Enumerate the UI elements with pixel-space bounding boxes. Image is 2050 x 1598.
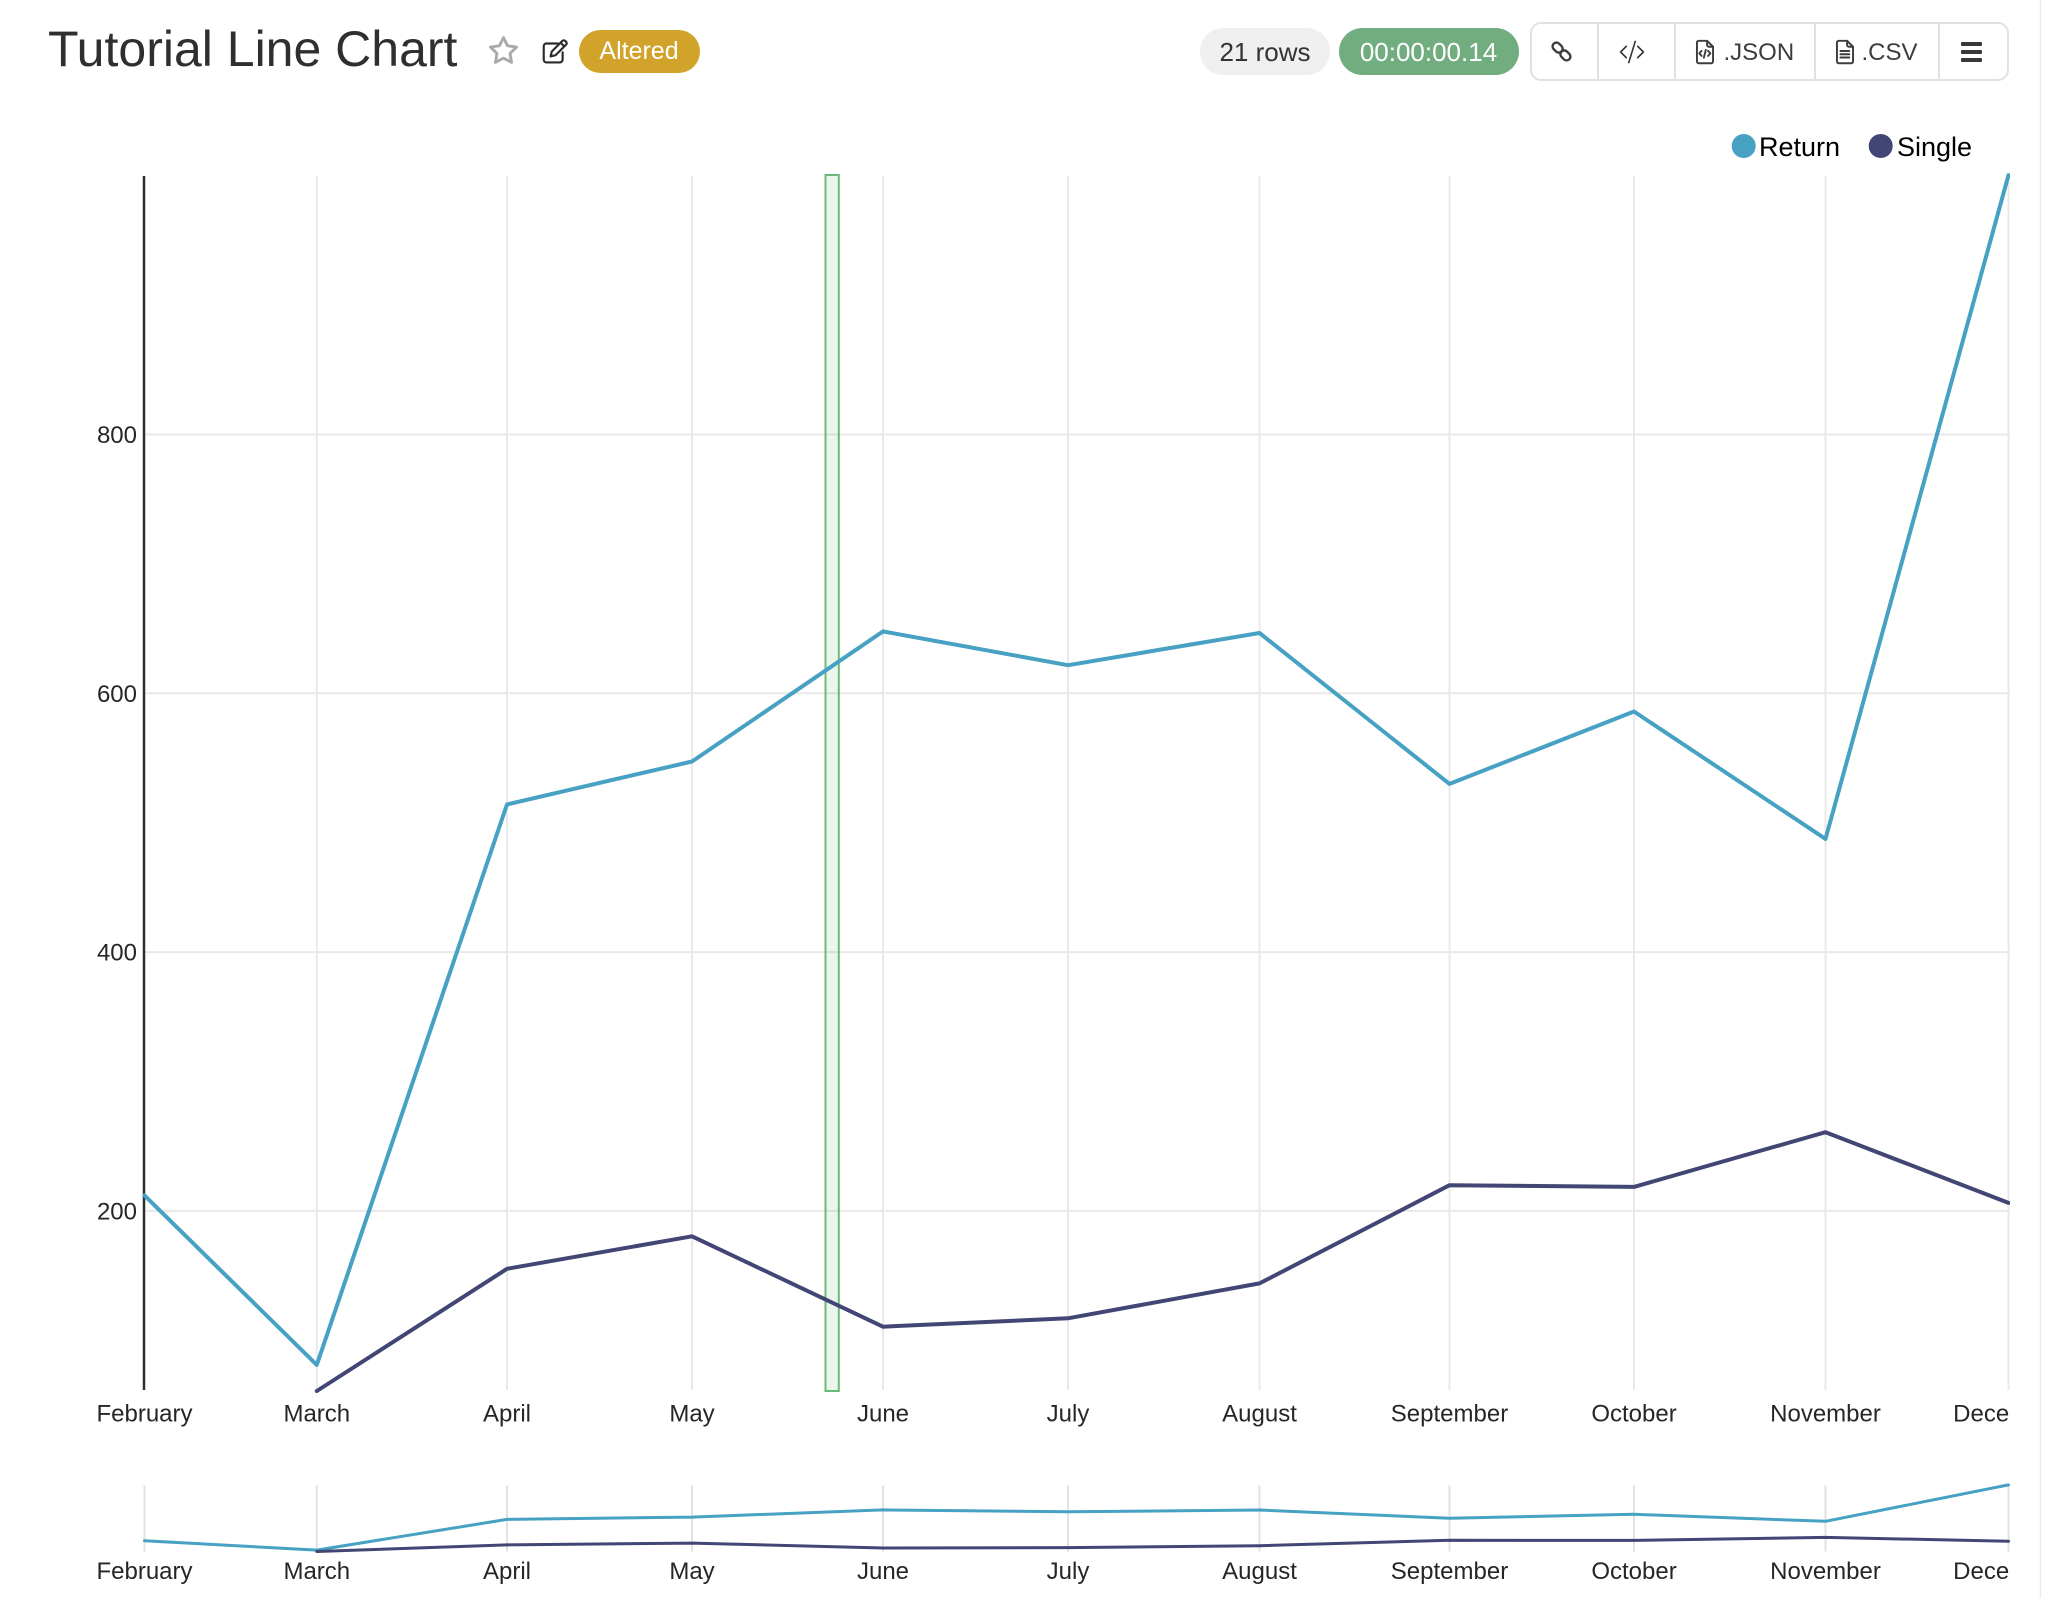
svg-text:July: July (1047, 1558, 1090, 1585)
svg-text:October: October (1591, 1558, 1676, 1585)
svg-text:June: June (857, 1558, 909, 1585)
svg-text:February: February (96, 1401, 192, 1428)
svg-text:August: August (1222, 1558, 1297, 1585)
svg-text:June: June (857, 1401, 909, 1428)
svg-text:October: October (1591, 1401, 1676, 1428)
svg-text:Single: Single (1897, 132, 1972, 162)
svg-text:May: May (669, 1558, 714, 1585)
svg-text:400: 400 (97, 940, 137, 967)
svg-text:September: September (1391, 1558, 1508, 1585)
svg-text:March: March (283, 1401, 350, 1428)
svg-text:March: March (283, 1558, 350, 1585)
svg-text:April: April (483, 1558, 531, 1585)
svg-text:July: July (1047, 1401, 1090, 1428)
svg-text:February: February (96, 1558, 192, 1585)
svg-text:November: November (1770, 1401, 1881, 1428)
svg-text:September: September (1391, 1401, 1508, 1428)
svg-text:April: April (483, 1401, 531, 1428)
svg-text:800: 800 (97, 422, 137, 449)
svg-text:May: May (669, 1401, 714, 1428)
svg-text:Return: Return (1759, 132, 1840, 162)
svg-text:600: 600 (97, 681, 137, 708)
svg-text:200: 200 (97, 1198, 137, 1225)
svg-text:August: August (1222, 1401, 1297, 1428)
svg-text:November: November (1770, 1558, 1881, 1585)
